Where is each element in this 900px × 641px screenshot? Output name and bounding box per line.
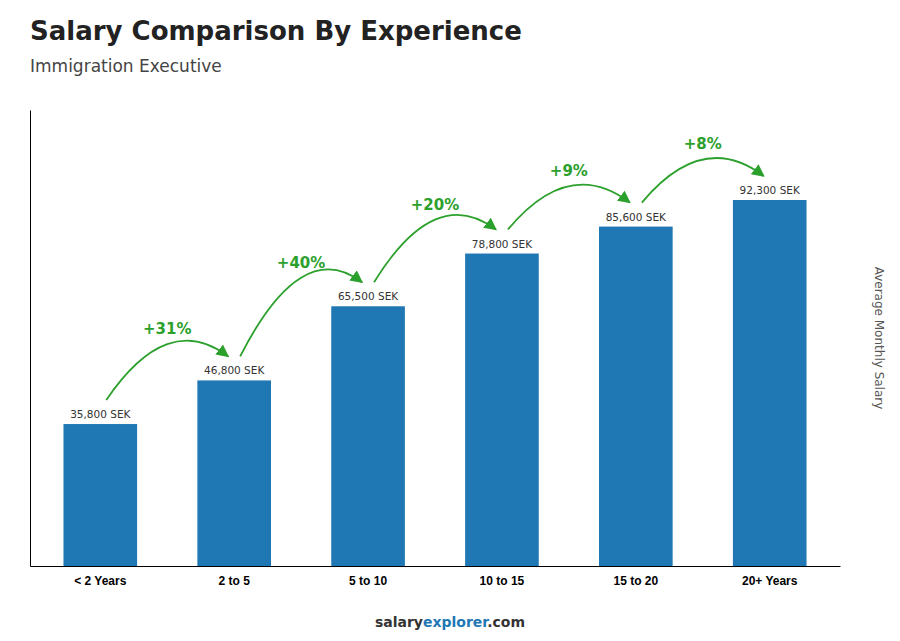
x-tick-label: 15 to 20 (613, 574, 658, 588)
bar (331, 306, 405, 566)
x-tick: < 2 Years (74, 574, 126, 588)
footer: salaryexplorer.com (375, 614, 525, 630)
x-tick-label: 10 to 15 (480, 574, 525, 588)
footer-part: salary (375, 614, 423, 630)
data-label: 35,800 SEK (70, 408, 131, 420)
y-axis-title: Average Monthly Salary (872, 267, 886, 410)
x-tick: 20+ Years (742, 574, 798, 588)
footer-part: .com (487, 614, 525, 630)
data-label: 46,800 SEK (204, 364, 265, 376)
data-labels: 35,800 SEK 46,800 SEK 65,500 SEK 78,800 SEK… (70, 184, 801, 420)
x-tick: 15 to 20 (613, 574, 658, 588)
x-axis-line (31, 566, 841, 567)
change-arrow (240, 269, 362, 356)
pct-change: +31% (143, 320, 191, 338)
bar (465, 254, 539, 566)
x-tick-label: < 2 Years (74, 574, 126, 588)
x-tick: 5 to 10 (349, 574, 387, 588)
x-tick-label: 5 to 10 (349, 574, 387, 588)
change-arrows (106, 158, 763, 400)
data-label: 78,800 SEK (472, 238, 533, 250)
x-tick: 10 to 15 (480, 574, 525, 588)
change-arrow (508, 185, 630, 230)
x-tick: 2 to 5 (219, 574, 251, 588)
bar (63, 424, 137, 566)
data-label: 92,300 SEK (740, 184, 801, 196)
bars (63, 200, 806, 566)
chart: Salary Comparison By Experience Immigrati… (0, 0, 900, 641)
change-arrow (642, 158, 764, 203)
plot: < 2 Years 2 to 5 5 to 10 10 to 15 15 to 20 20… (31, 111, 841, 588)
bar (733, 200, 807, 566)
data-label: 85,600 SEK (606, 211, 667, 223)
x-tick-label: 2 to 5 (219, 574, 251, 588)
subtitle: Immigration Executive (30, 56, 222, 76)
pct-change: +20% (411, 196, 459, 214)
data-label: 65,500 SEK (338, 290, 399, 302)
change-arrow (374, 215, 496, 282)
pct-change: +8% (684, 135, 722, 153)
title: Salary Comparison By Experience (30, 16, 522, 46)
bar (599, 227, 673, 566)
pct-change: +40% (277, 254, 325, 272)
footer-part: explorer (423, 614, 489, 630)
bar (197, 380, 271, 566)
x-tick-label: 20+ Years (742, 574, 798, 588)
y-axis-line (30, 111, 31, 567)
x-axis: < 2 Years 2 to 5 5 to 10 10 to 15 15 to 20 20… (31, 567, 841, 588)
y-axis (30, 111, 31, 567)
annotations: +31% +40% +20% +9% +8% (143, 135, 722, 338)
change-arrow (106, 341, 228, 400)
pct-change: +9% (550, 162, 588, 180)
